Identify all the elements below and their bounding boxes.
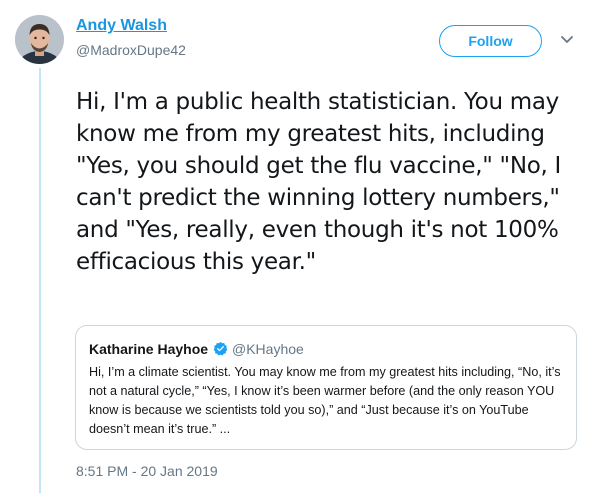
thread-connector-line	[39, 68, 41, 493]
quoted-tweet-text: Hi, I’m a climate scientist. You may kno…	[89, 365, 561, 436]
tweet-text: Hi, I'm a public health statistician. Yo…	[76, 89, 561, 275]
tweet-timestamp[interactable]: 8:51 PM - 20 Jan 2019	[76, 463, 218, 479]
verified-badge-icon	[213, 341, 228, 356]
follow-button[interactable]: Follow	[439, 25, 542, 57]
chevron-down-icon[interactable]	[560, 35, 574, 45]
quoted-tweet-card[interactable]: Katharine Hayhoe @KHayhoe Hi, I’m a clim…	[75, 325, 577, 450]
author-name[interactable]: Andy Walsh	[76, 17, 167, 34]
quoted-author-name: Katharine Hayhoe	[89, 341, 209, 357]
quoted-author-handle: @KHayhoe	[232, 341, 304, 357]
author-avatar[interactable]	[15, 15, 64, 64]
avatar-image	[15, 15, 64, 64]
author-handle: @MadroxDupe42	[76, 42, 186, 58]
